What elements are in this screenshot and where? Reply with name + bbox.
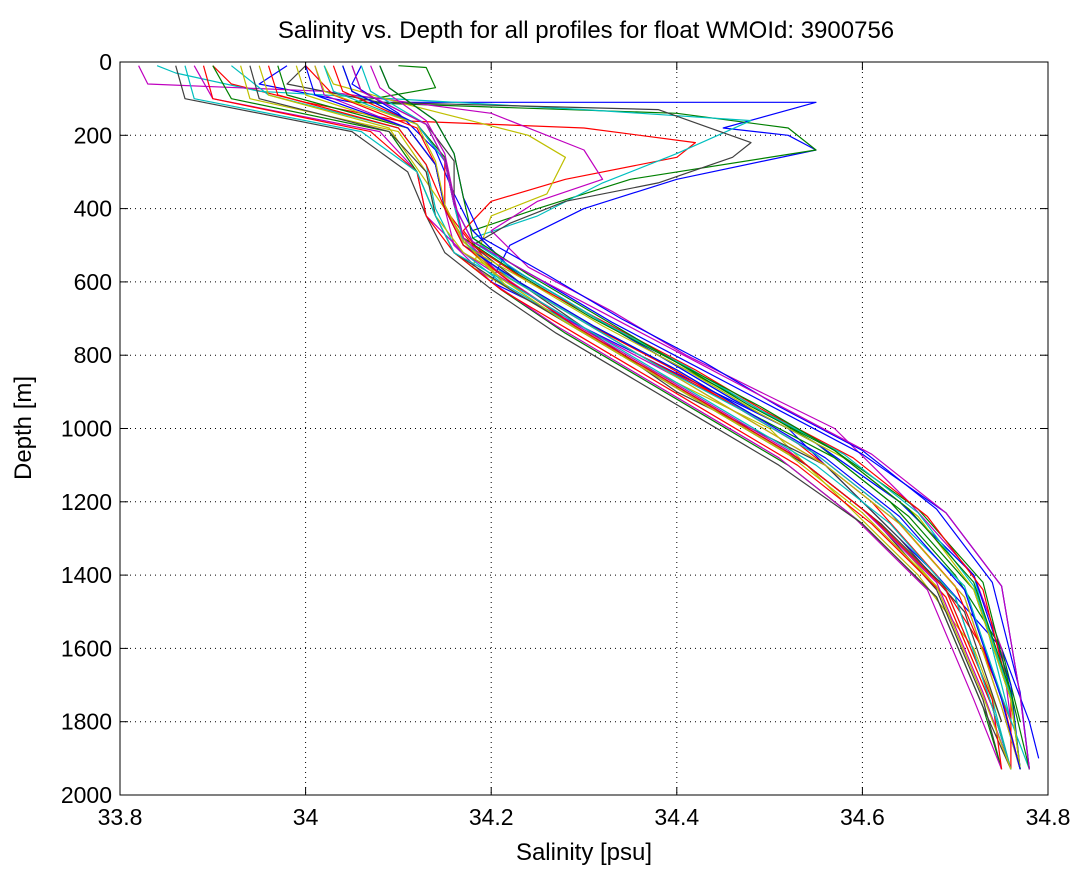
y-tick-label: 2000 — [61, 782, 112, 808]
salinity-profile-line — [342, 65, 1021, 770]
x-tick-labels: 33.8 34 34.2 34.4 34.6 34.8 — [98, 804, 1071, 830]
grid-lines — [120, 62, 1048, 795]
salinity-profile-line — [370, 65, 1012, 770]
salinity-profile-line — [379, 65, 1030, 770]
y-tick-label: 0 — [99, 49, 112, 75]
x-axis-label: Salinity [psu] — [516, 839, 652, 866]
y-tick-label: 800 — [74, 342, 112, 368]
y-tick-label: 1000 — [61, 416, 112, 442]
salinity-profile-line — [351, 65, 1030, 770]
salinity-profile-line — [305, 65, 1012, 770]
y-tick-label: 600 — [74, 269, 112, 295]
x-tick-label: 34.8 — [1026, 804, 1071, 830]
y-tick-labels: 0 200 400 600 800 1000 1200 1400 1600 1800 2000 — [61, 49, 112, 808]
y-tick-label: 1800 — [61, 709, 112, 735]
x-tick-label: 34.6 — [840, 804, 885, 830]
salinity-profile-line — [305, 65, 1021, 770]
x-tick-label: 34 — [293, 804, 319, 830]
y-tick-label: 200 — [74, 122, 112, 148]
x-tick-label: 34.4 — [654, 804, 699, 830]
salinity-profile-line — [267, 65, 1003, 770]
profile-lines — [138, 65, 1040, 770]
y-tick-label: 1200 — [61, 489, 112, 515]
axis-ticks — [119, 61, 1049, 796]
salinity-profile-line — [175, 65, 1012, 770]
chart-title: Salinity vs. Depth for all profiles for … — [278, 17, 894, 44]
y-axis-label: Depth [m] — [10, 376, 37, 480]
x-tick-label: 33.8 — [98, 804, 143, 830]
salinity-profile-line — [286, 65, 1003, 722]
salinity-profile-line — [314, 65, 1012, 770]
x-tick-label: 34.2 — [469, 804, 514, 830]
y-tick-label: 1600 — [61, 635, 112, 661]
salinity-profile-line — [184, 65, 1012, 770]
salinity-profile-line — [202, 65, 1012, 770]
salinity-profile-line — [138, 65, 1012, 722]
y-tick-label: 400 — [74, 196, 112, 222]
y-tick-label: 1400 — [61, 562, 112, 588]
